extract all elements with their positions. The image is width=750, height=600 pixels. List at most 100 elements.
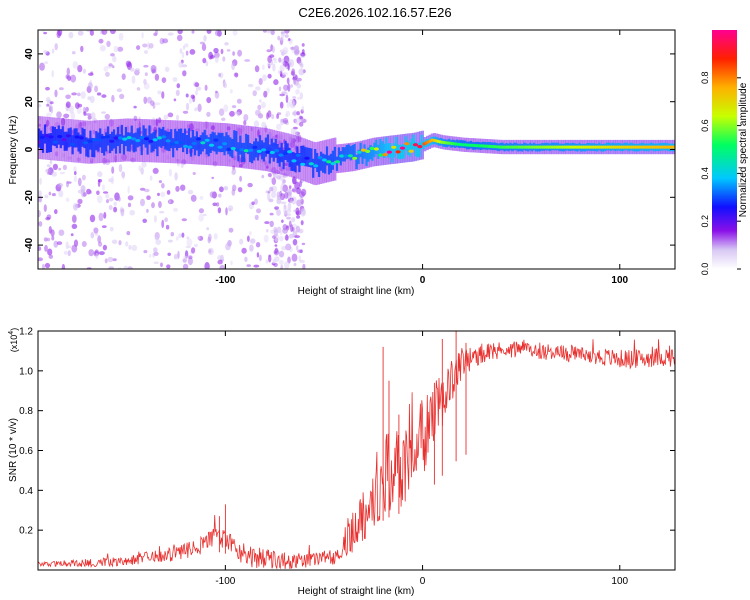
spectrogram-peak-cell bbox=[213, 138, 219, 142]
spectrogram-ridge-cell bbox=[130, 125, 133, 145]
spectrogram-noise-cell bbox=[131, 75, 136, 84]
spectrogram-noise-cell bbox=[221, 117, 226, 122]
spectrogram-noise-cell bbox=[182, 258, 187, 263]
spectrogram-noise-cell bbox=[127, 195, 134, 201]
figure-title: C2E6.2026.102.16.57.E26 bbox=[298, 5, 451, 20]
spectrogram-noise-cell bbox=[57, 182, 63, 188]
spectrogram-peak-cell bbox=[57, 134, 63, 139]
spectrogram-noise-cell bbox=[70, 112, 76, 120]
spectrogram-ridge-cell bbox=[223, 136, 226, 156]
spectrogram-peak-cell bbox=[113, 136, 119, 140]
snr-multiplier: (x104) bbox=[8, 328, 19, 352]
spectrogram-noise-cell bbox=[101, 225, 107, 229]
spectrogram-noise-cell bbox=[146, 195, 151, 200]
spectrogram-noise-cell bbox=[71, 214, 77, 223]
spectrogram-ridge-cell bbox=[221, 132, 224, 152]
spectrogram-noise-cell bbox=[295, 77, 302, 82]
spectrogram-noise-cell bbox=[194, 82, 200, 88]
spectrogram-noise-cell bbox=[153, 261, 159, 265]
spectrogram-peak-cell bbox=[143, 137, 150, 141]
spectrogram-noise-cell bbox=[150, 100, 155, 107]
spectrogram-noise-cell bbox=[270, 30, 275, 36]
spectrogram-noise-cell bbox=[46, 171, 50, 175]
spectrogram-noise-cell bbox=[181, 232, 185, 238]
spectrogram-noise-cell bbox=[85, 113, 92, 116]
spectrogram-ridge-cell bbox=[85, 137, 88, 157]
spectrogram-noise-cell bbox=[39, 177, 42, 185]
spectrogram-noise-cell bbox=[63, 250, 68, 255]
spectrogram-peak-cell bbox=[161, 135, 167, 139]
spectrogram-noise-cell bbox=[281, 58, 285, 65]
spectrogram-ridge-cell bbox=[418, 142, 421, 157]
spectrogram-noise-cell bbox=[69, 105, 74, 114]
spectrogram-noise-cell bbox=[182, 70, 187, 77]
spectrogram-noise-cell bbox=[293, 110, 297, 117]
colorbar-tick-label: 0.4 bbox=[700, 167, 710, 180]
spectrogram-peak-cell bbox=[38, 140, 41, 144]
spectrogram-noise-cell bbox=[222, 56, 226, 62]
spectrogram-ridge-cell bbox=[128, 132, 131, 152]
spectrogram-noise-cell bbox=[116, 88, 122, 93]
spectrogram-peak-cell bbox=[278, 153, 284, 157]
spectrogram-noise-cell bbox=[219, 264, 225, 269]
colorbar-tick-label: 0.0 bbox=[700, 263, 710, 276]
spectrogram-noise-cell bbox=[301, 105, 305, 112]
spectrogram-noise-cell bbox=[217, 207, 222, 214]
spectrogram-ridge-cell bbox=[97, 132, 100, 152]
spectrogram-noise-cell bbox=[180, 184, 186, 191]
spectrogram-ridge-cell bbox=[357, 149, 360, 165]
spectrogram-noise-cell bbox=[144, 50, 148, 54]
spectrogram-ridge-cell bbox=[45, 133, 49, 153]
spectrogram-ridge-cell bbox=[105, 132, 108, 152]
spectrogram-ytick-label: -20 bbox=[24, 190, 35, 205]
spectrogram-noise-cell bbox=[153, 251, 159, 256]
spectrogram-ridge-cell bbox=[406, 140, 409, 155]
spectrogram-noise-cell bbox=[206, 111, 211, 117]
spectrogram-peak-cell bbox=[226, 147, 232, 151]
spectrogram-noise-cell bbox=[288, 38, 291, 41]
spectrogram-noise-cell bbox=[195, 89, 198, 96]
spectrogram-noise-cell bbox=[237, 187, 243, 193]
spectrogram-noise-cell bbox=[255, 242, 261, 248]
spectrogram-noise-cell bbox=[140, 198, 145, 207]
spectrogram-noise-cell bbox=[108, 63, 113, 67]
spectrogram-peak-cell bbox=[109, 139, 115, 143]
colorbar-tick-label: 0.6 bbox=[700, 119, 710, 132]
spectrogram-xtick-label: -100 bbox=[215, 275, 235, 286]
spectrogram-noise-cell bbox=[98, 212, 104, 222]
spectrogram-noise-cell bbox=[301, 43, 305, 47]
spectrogram-ridge-cell bbox=[73, 128, 76, 148]
spectrogram-noise-cell bbox=[232, 184, 237, 192]
spectrogram-ridge-cell bbox=[353, 144, 356, 159]
spectrogram-noise-cell bbox=[127, 266, 133, 269]
spectrogram-noise-cell bbox=[281, 187, 287, 192]
spectrogram-ridge-cell bbox=[367, 147, 370, 162]
spectrogram-noise-cell bbox=[111, 65, 115, 69]
spectrogram-noise-cell bbox=[146, 208, 149, 213]
spectrogram-noise-cell bbox=[48, 191, 52, 196]
spectrogram-noise-cell bbox=[141, 161, 147, 168]
spectrogram-noise-cell bbox=[230, 260, 233, 266]
spectrogram-noise-cell bbox=[122, 171, 125, 180]
spectrogram-noise-cell bbox=[71, 223, 78, 229]
spectrogram-noise-cell bbox=[175, 236, 179, 241]
spectrogram-noise-cell bbox=[296, 111, 300, 116]
spectrogram-noise-cell bbox=[218, 73, 222, 77]
spectrogram-noise-cell bbox=[77, 177, 82, 187]
spectrogram-peak-cell bbox=[373, 147, 379, 151]
spectrogram-noise-cell bbox=[158, 201, 162, 208]
spectrogram-peak-cell bbox=[148, 139, 154, 143]
spectrogram-ridge-cell bbox=[235, 131, 238, 151]
spectrogram-noise-cell bbox=[61, 263, 66, 269]
spectrogram-noise-cell bbox=[293, 76, 297, 85]
spectrogram-ridge-cell bbox=[93, 138, 96, 158]
spectrogram-noise-cell bbox=[90, 71, 94, 75]
spectrogram-noise-cell bbox=[187, 189, 194, 195]
spectrogram-noise-cell bbox=[266, 193, 271, 201]
spectrogram-noise-cell bbox=[49, 101, 54, 105]
spectrogram-noise-cell bbox=[266, 229, 269, 233]
spectrogram-peak-cell bbox=[200, 141, 206, 145]
spectrogram-ridge-cell bbox=[67, 128, 70, 148]
spectrogram-noise-cell bbox=[281, 219, 284, 223]
spectrogram-noise-cell bbox=[254, 65, 260, 73]
